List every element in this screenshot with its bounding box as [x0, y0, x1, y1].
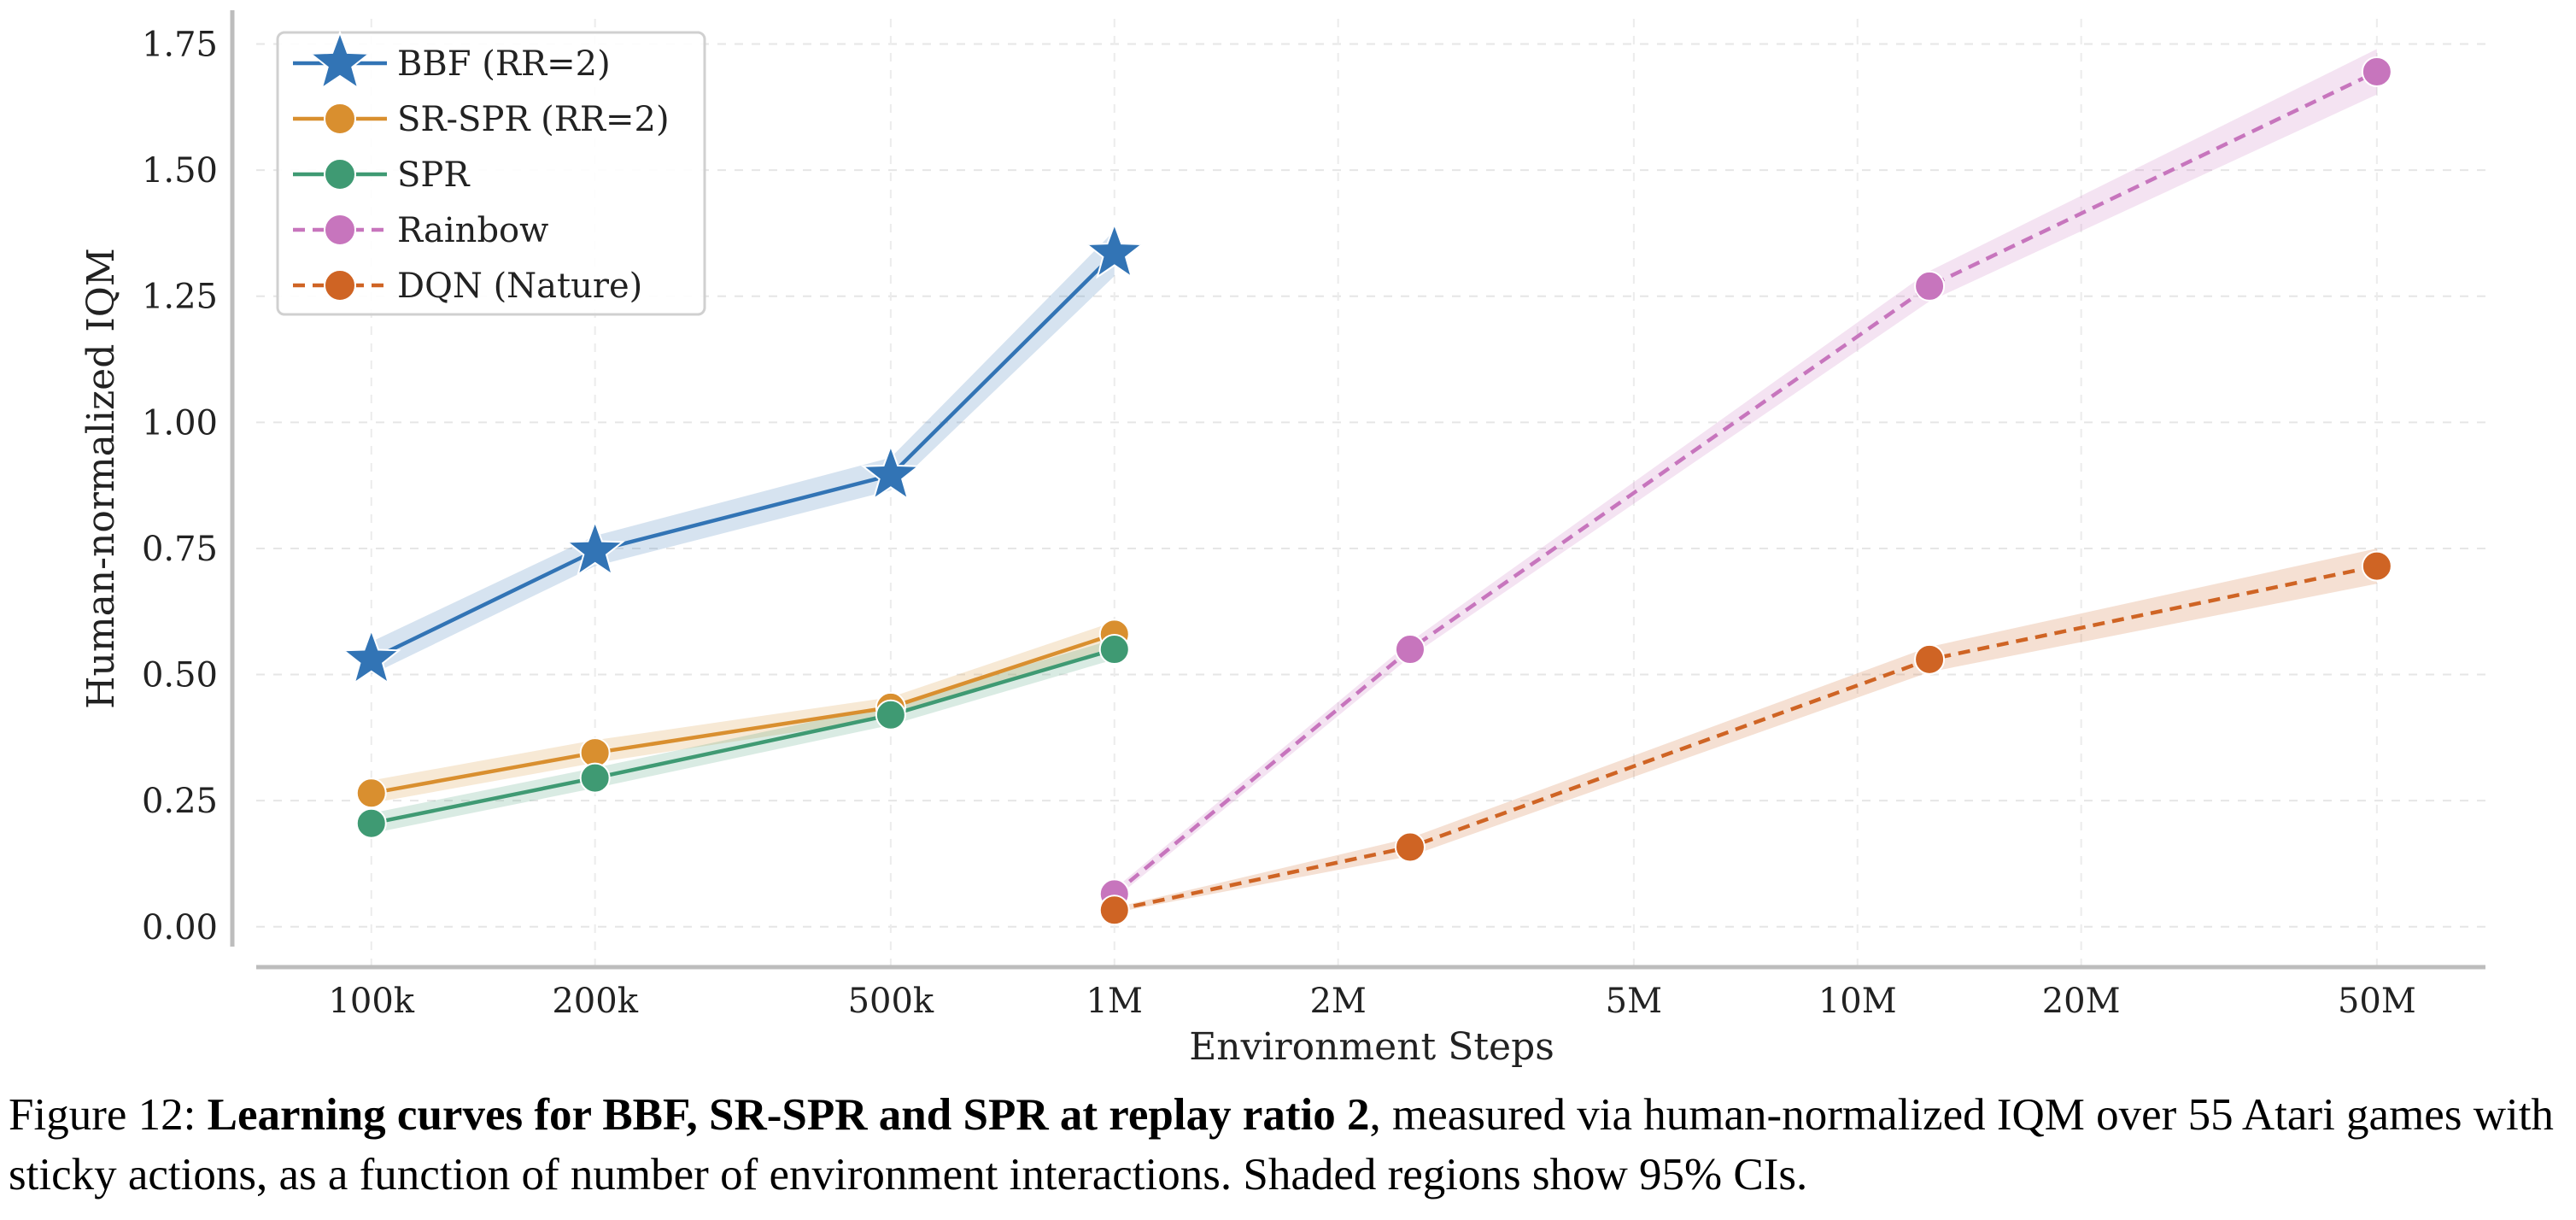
- legend-label: BBF (RR=2): [397, 44, 611, 84]
- y-tick-label: 1.75: [142, 26, 218, 65]
- series-lines: [370, 69, 2378, 912]
- rainbow-point: [1914, 270, 1946, 302]
- tick-labels: 0.00 0.25 0.50 0.75 1.00 1.25 1.50 1.75 100k 200k…: [142, 26, 2416, 1021]
- x-tick-label: 10M: [1818, 982, 1897, 1021]
- legend-marker: [324, 103, 356, 135]
- caption-rest: , measured via human-normalized IQM over…: [9, 1090, 2554, 1199]
- caption-bold: Learning curves for BBF, SR-SPR and SPR …: [207, 1090, 1370, 1140]
- bbf-rr-2-point: [565, 519, 625, 577]
- dqn-nature-ci-band: [1114, 548, 2377, 913]
- learning-curves-chart: 0.00 0.25 0.50 0.75 1.00 1.25 1.50 1.75 100k 200k…: [79, 10, 2485, 1069]
- legend-label: DQN (Nature): [397, 267, 642, 306]
- axes: [230, 10, 2485, 970]
- y-tick-label: 1.50: [142, 151, 218, 191]
- legend-marker: [324, 269, 356, 302]
- legend-marker: [308, 30, 372, 91]
- y-tick-label: 1.00: [142, 403, 218, 443]
- y-tick-label: 0.50: [142, 656, 218, 695]
- y-tick-label: 0.25: [142, 782, 218, 821]
- y-tick-label: 0.00: [142, 908, 218, 947]
- legend: BBF (RR=2) SR-SPR (RR=2) SPR Rainbow DQN (Na…: [276, 30, 706, 316]
- x-tick-label: 500k: [848, 982, 934, 1021]
- caption-prefix: Figure 12:: [9, 1090, 208, 1140]
- y-tick-label: 0.75: [142, 530, 218, 569]
- dqn-nature-point: [2361, 550, 2392, 582]
- rainbow-point: [2361, 56, 2392, 87]
- grid-layer: [256, 19, 2485, 967]
- legend-label: Rainbow: [397, 211, 548, 250]
- x-tick-label: 2M: [1309, 982, 1366, 1021]
- rainbow-point: [1394, 634, 1426, 666]
- legend-label: SPR: [397, 155, 471, 195]
- spr-point: [1098, 634, 1130, 666]
- sr-spr-rr-2-point: [355, 777, 387, 809]
- legend-box: [276, 31, 706, 316]
- sr-spr-rr-2-ci-band: [371, 621, 1115, 804]
- series-markers: [341, 56, 2392, 926]
- spr-point: [579, 762, 611, 794]
- y-axis-title: Human-normalized IQM: [79, 248, 123, 709]
- dqn-nature-point: [1914, 643, 1946, 675]
- bbf-rr-2-line: [370, 251, 1116, 661]
- x-tick-label: 20M: [2042, 982, 2121, 1021]
- x-tick-label: 1M: [1086, 982, 1143, 1021]
- x-axis-title: Environment Steps: [1189, 1025, 1554, 1069]
- x-tick-label: 200k: [552, 982, 638, 1021]
- spr-line: [371, 647, 1115, 825]
- legend-marker: [324, 158, 356, 191]
- sr-spr-rr-2-line: [371, 632, 1115, 795]
- spr-point: [875, 699, 906, 730]
- y-tick-label: 1.25: [142, 278, 218, 317]
- rainbow-ci-band: [1114, 49, 2377, 900]
- figure-caption: Figure 12: Learning curves for BBF, SR-S…: [9, 1085, 2571, 1205]
- dqn-nature-point: [1098, 894, 1130, 926]
- x-tick-label: 50M: [2338, 982, 2416, 1021]
- bbf-rr-2-point: [341, 627, 401, 685]
- legend-marker: [324, 214, 356, 246]
- x-tick-label: 5M: [1606, 982, 1662, 1021]
- dqn-nature-point: [1394, 831, 1426, 863]
- dqn-nature-line: [1114, 564, 2378, 912]
- legend-label: SR-SPR (RR=2): [397, 100, 670, 139]
- bbf-rr-2-point: [860, 443, 921, 501]
- bbf-rr-2-ci-band: [371, 230, 1115, 675]
- spr-point: [355, 807, 387, 839]
- rainbow-line: [1113, 69, 2378, 896]
- bbf-rr-2-point: [1084, 221, 1145, 279]
- x-tick-label: 100k: [328, 982, 414, 1021]
